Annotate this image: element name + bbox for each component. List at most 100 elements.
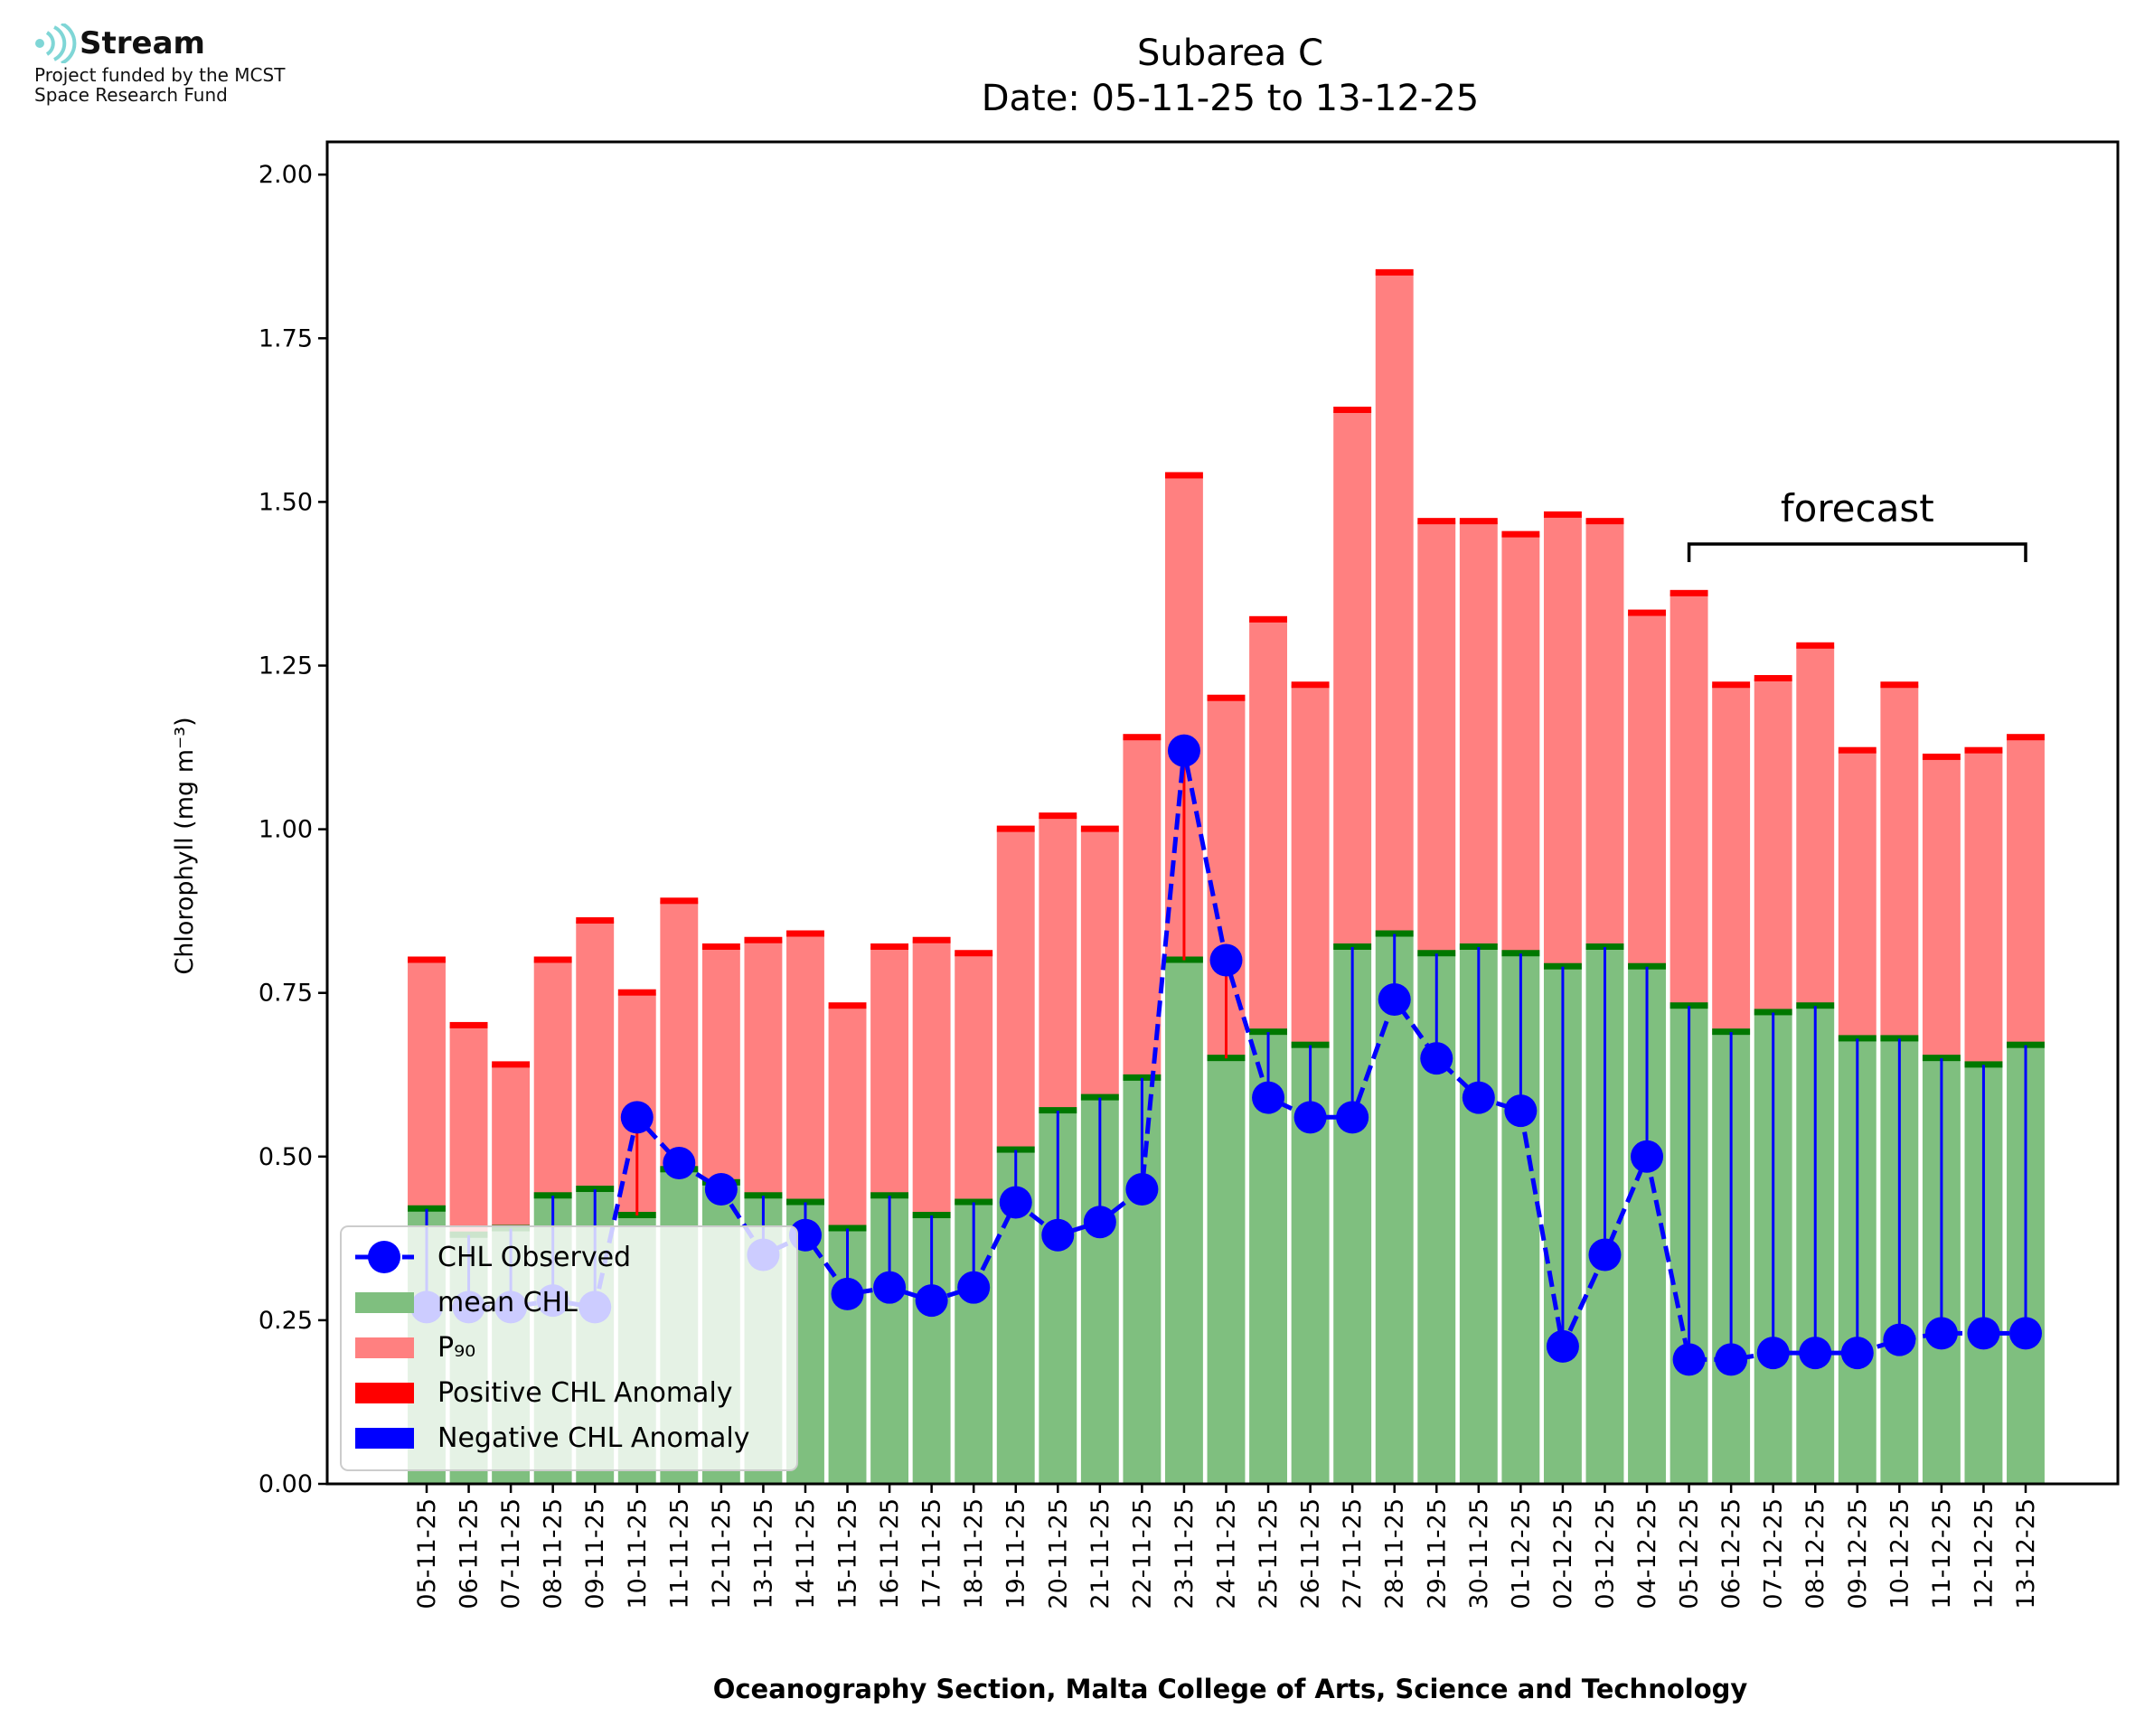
- mean-cap: [1796, 1002, 1835, 1009]
- x-tick-label: 13-11-25: [749, 1498, 777, 1609]
- chl-observed-point: [1336, 1101, 1369, 1134]
- chl-observed-point: [1125, 1173, 1159, 1206]
- chl-observed-point: [957, 1271, 991, 1304]
- p90-bar: [1333, 410, 1372, 947]
- mean-cap: [1375, 930, 1414, 937]
- chl-observed-point: [663, 1147, 696, 1180]
- y-tick-label: 0.50: [259, 1143, 313, 1171]
- chl-observed-point: [1041, 1218, 1075, 1252]
- x-tick-label: 06-12-25: [1717, 1498, 1745, 1609]
- p90-cap: [955, 950, 993, 957]
- stream-logo-icon: [35, 22, 77, 65]
- p90-bar: [449, 1025, 488, 1235]
- p90-cap: [2007, 734, 2045, 741]
- p90-bar: [870, 947, 909, 1196]
- legend-label-observed: CHL Observed: [437, 1242, 631, 1273]
- mean-cap: [1501, 950, 1540, 957]
- mean-cap: [576, 1186, 615, 1193]
- chl-observed-point: [1967, 1317, 2000, 1350]
- chl-observed-point: [1840, 1337, 1874, 1370]
- x-tick-label: 21-11-25: [1086, 1498, 1115, 1609]
- p90-bar: [1796, 645, 1835, 1007]
- p90-cap: [1459, 518, 1498, 525]
- p90-bar: [1543, 514, 1582, 967]
- chl-observed-point: [1799, 1337, 1832, 1370]
- x-tick-label: 12-11-25: [708, 1498, 736, 1609]
- mean-cap: [1417, 950, 1456, 957]
- x-tick-label: 08-12-25: [1801, 1498, 1829, 1609]
- p90-bar: [1501, 534, 1540, 954]
- legend-mean-swatch: [355, 1292, 414, 1313]
- x-tick-label: 05-11-25: [413, 1498, 441, 1609]
- y-tick-label: 2.00: [259, 161, 313, 189]
- x-tick-label: 05-12-25: [1676, 1498, 1704, 1609]
- p90-cap: [701, 943, 740, 950]
- p90-cap: [996, 825, 1035, 832]
- p90-bar: [1291, 685, 1330, 1046]
- p90-cap: [1164, 472, 1203, 479]
- mean-chl-bar: [1207, 1058, 1246, 1484]
- x-tick-label: 12-12-25: [1970, 1498, 1998, 1609]
- p90-bar: [1459, 521, 1498, 947]
- x-tick-label: 27-11-25: [1339, 1498, 1367, 1609]
- p90-bar: [576, 921, 615, 1190]
- x-tick-label: 16-11-25: [876, 1498, 904, 1609]
- legend-p90-swatch: [355, 1337, 414, 1358]
- chl-observed-point: [915, 1284, 948, 1318]
- p90-cap: [576, 917, 615, 924]
- mean-cap: [1838, 1035, 1877, 1042]
- mean-cap: [1754, 1009, 1792, 1016]
- chl-observed-point: [1672, 1343, 1706, 1376]
- mean-cap: [744, 1192, 783, 1199]
- p90-bar: [1922, 756, 1961, 1059]
- mean-cap: [2007, 1041, 2045, 1048]
- mean-cap: [1880, 1035, 1919, 1042]
- logo-subtitle-line-1: Project funded by the MCST: [34, 64, 286, 86]
- chl-observed-point: [1420, 1042, 1453, 1075]
- mean-cap: [533, 1192, 572, 1199]
- mean-cap: [1459, 943, 1498, 950]
- chl-observed-point: [1924, 1317, 1958, 1350]
- y-tick-label: 1.50: [259, 488, 313, 516]
- x-tick-label: 25-11-25: [1255, 1498, 1283, 1609]
- p90-bar: [1880, 685, 1919, 1039]
- chl-observed-point: [1883, 1323, 1916, 1356]
- chl-observed-point: [831, 1277, 864, 1310]
- mean-chl-bar: [1375, 934, 1414, 1484]
- legend-label-p90: P₉₀: [437, 1332, 475, 1364]
- x-tick-label: 13-12-25: [2012, 1498, 2040, 1609]
- p90-cap: [617, 989, 656, 996]
- y-tick-label: 1.75: [259, 324, 313, 352]
- p90-bar: [1838, 750, 1877, 1039]
- p90-cap: [828, 1002, 867, 1009]
- p90-bar: [701, 947, 740, 1183]
- p90-bar: [912, 940, 951, 1215]
- p90-cap: [1123, 734, 1162, 741]
- mean-cap: [1543, 962, 1582, 970]
- p90-cap: [1291, 681, 1330, 689]
- x-tick-label: 26-11-25: [1297, 1498, 1325, 1609]
- x-tick-label: 04-12-25: [1633, 1498, 1661, 1609]
- mean-cap: [1333, 943, 1372, 950]
- mean-cap: [1585, 943, 1624, 950]
- chl-observed-point: [1167, 734, 1200, 767]
- x-tick-label: 15-11-25: [834, 1498, 862, 1609]
- legend-box: [340, 1225, 798, 1471]
- legend-label-positive: Positive CHL Anomaly: [437, 1377, 733, 1409]
- mean-cap: [408, 1205, 446, 1212]
- x-tick-label: 10-11-25: [624, 1498, 652, 1609]
- p90-cap: [870, 943, 909, 950]
- stream-logo: Stream Project funded by the MCST Space …: [34, 22, 285, 105]
- forecast-label: forecast: [1781, 486, 1934, 530]
- chl-observed-point: [1209, 943, 1243, 977]
- mean-cap: [1712, 1028, 1751, 1036]
- x-tick-label: 17-11-25: [918, 1498, 946, 1609]
- chart-subtitle: Date: 05-11-25 to 13-12-25: [982, 78, 1480, 119]
- p90-cap: [744, 936, 783, 943]
- p90-cap: [1080, 825, 1119, 832]
- x-tick-label: 09-11-25: [581, 1498, 609, 1609]
- p90-bar: [996, 829, 1035, 1150]
- p90-bar: [2007, 737, 2045, 1046]
- x-tick-label: 19-11-25: [1002, 1498, 1030, 1609]
